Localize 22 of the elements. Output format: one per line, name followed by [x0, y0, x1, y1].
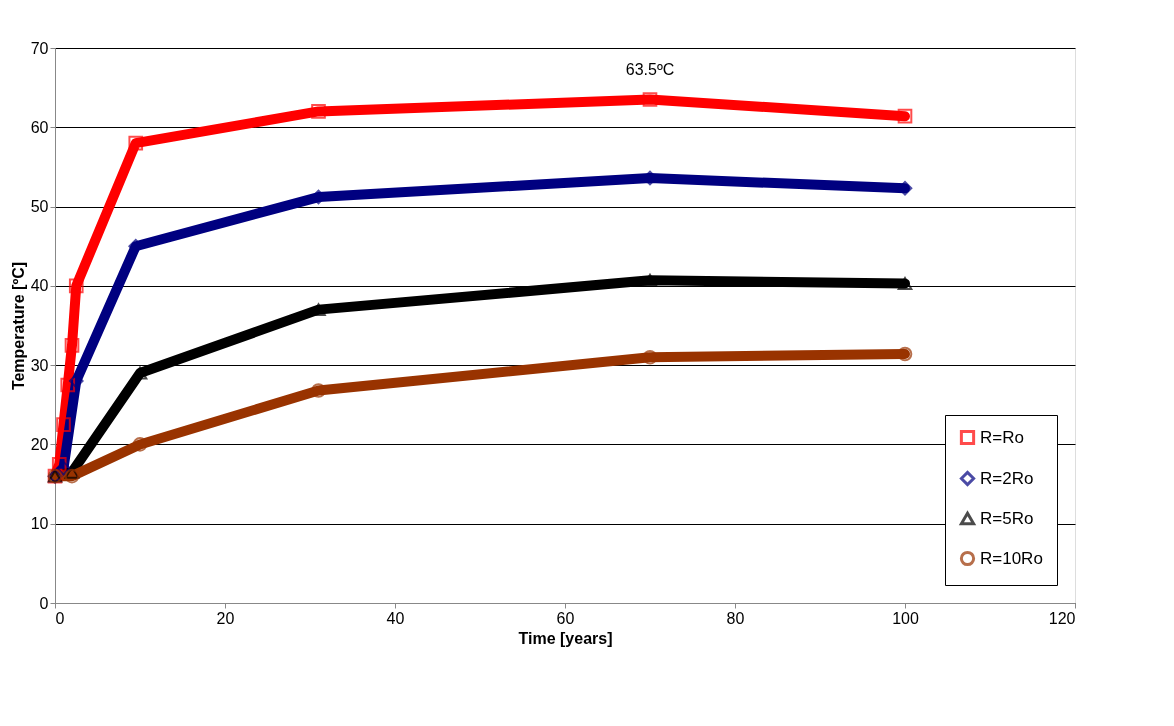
- y-tick-label: 30: [30, 356, 49, 374]
- annotation: 63.5ºC: [625, 60, 675, 78]
- y-axis-title: Temperature [ºC]: [9, 261, 27, 391]
- x-tick-label: 40: [386, 609, 405, 627]
- y-tick-label: 10: [30, 515, 49, 533]
- y-tick-label: 0: [39, 594, 49, 612]
- y-tick-label: 70: [30, 39, 49, 57]
- legend-label: R=Ro: [980, 427, 1024, 447]
- legend-label: R=5Ro: [980, 508, 1034, 528]
- y-tick-label: 20: [30, 435, 49, 453]
- y-tick-label: 60: [30, 118, 49, 136]
- x-tick-label: 20: [216, 609, 235, 627]
- y-tick-label: 40: [30, 277, 49, 295]
- x-tick-label: 100: [892, 609, 919, 627]
- x-tick-label: 120: [1048, 609, 1076, 627]
- legend-label: R=10Ro: [980, 548, 1043, 568]
- x-tick-label: 0: [55, 609, 65, 627]
- x-tick-label: 60: [556, 609, 575, 627]
- y-tick-label: 50: [30, 198, 49, 216]
- x-tick-label: 80: [726, 609, 745, 627]
- x-axis-title: Time [years]: [518, 629, 613, 647]
- legend-label: R=2Ro: [980, 468, 1034, 488]
